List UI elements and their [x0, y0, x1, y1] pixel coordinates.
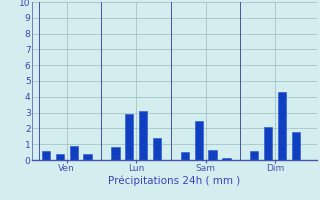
Bar	[264, 127, 272, 160]
Bar	[181, 152, 189, 160]
Bar	[250, 151, 259, 160]
Bar	[56, 154, 64, 160]
Bar	[42, 151, 50, 160]
Bar	[222, 158, 231, 160]
Bar	[69, 146, 78, 160]
Bar	[125, 114, 133, 160]
Bar	[84, 154, 92, 160]
Bar	[153, 138, 161, 160]
Bar	[208, 150, 217, 160]
Bar	[195, 120, 203, 160]
Bar	[111, 147, 120, 160]
Bar	[139, 111, 147, 160]
Bar	[292, 132, 300, 160]
X-axis label: Précipitations 24h ( mm ): Précipitations 24h ( mm )	[108, 176, 241, 186]
Bar	[278, 92, 286, 160]
